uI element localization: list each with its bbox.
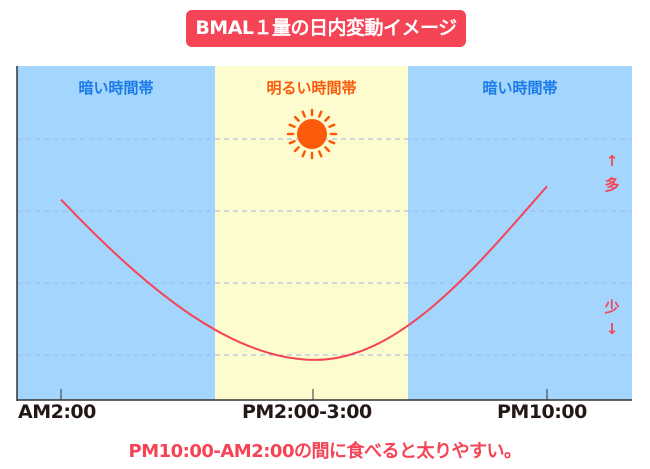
chart-title: BMAL１量の日内変動イメージ (186, 10, 466, 47)
x-tick-label: PM2:00-3:00 (242, 401, 372, 423)
series-line (60, 185, 548, 361)
down-arrow-icon: ↓ (605, 320, 619, 338)
dark-band-right (408, 66, 632, 400)
sun-ray (293, 146, 300, 153)
label-many: 多 (604, 176, 620, 194)
x-tick-label: AM2:00 (18, 401, 96, 423)
band-label-dark: 暗い時間帯 (78, 79, 154, 97)
x-tick-label: PM10:00 (497, 401, 587, 423)
up-arrow-icon: ↑ (605, 152, 619, 170)
dark-band-left (17, 66, 215, 400)
sun-ray (324, 115, 331, 122)
sun-ray (293, 115, 300, 122)
sun-ray (288, 123, 296, 128)
label-few: 少 (604, 298, 620, 316)
sun-ray (318, 110, 323, 118)
sun-icon (286, 108, 338, 160)
footnote: PM10:00-AM2:00の間に食べると太りやすい。 (128, 441, 522, 462)
sun-ray (301, 110, 306, 118)
sun-ray (318, 150, 323, 158)
sun-ray (328, 123, 336, 128)
sun-ray (301, 150, 306, 158)
sun-ray (288, 140, 296, 145)
sun-ray (324, 146, 331, 153)
band-label-light: 明るい時間帯 (266, 79, 357, 97)
sun-ray (328, 140, 336, 145)
band-label-dark: 暗い時間帯 (482, 79, 558, 97)
